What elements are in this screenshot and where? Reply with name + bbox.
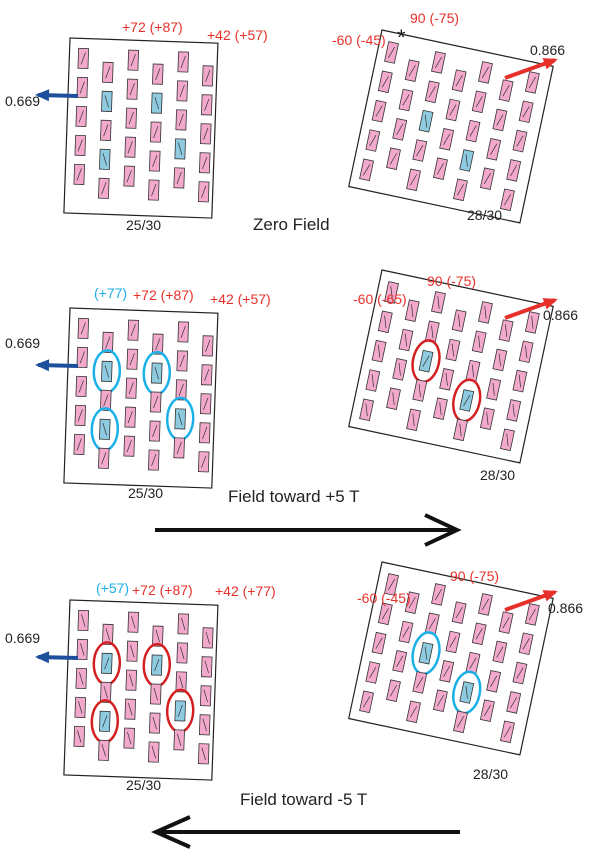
left-label: +72 (+87) [132,582,193,598]
highlight-label: (+57) [96,580,129,596]
caption: Field toward +5 T [228,487,360,506]
field-arrow [155,515,457,545]
fraction: 28/30 [480,467,515,483]
fraction: 28/30 [467,207,502,223]
right-label: 90 (-75) [410,10,459,26]
figure: +72 (+87) +42 (+57) 0.669 25/30 -60 (-45… [0,0,598,850]
left-label: +42 (+77) [215,583,276,599]
right-label: 90 (-75) [450,568,499,584]
fraction: 28/30 [473,766,508,782]
lattice [64,600,218,780]
moment: 0.669 [5,93,40,109]
arrow-head [35,651,49,663]
caption: Field toward -5 T [240,790,367,809]
moment: 0.866 [543,307,578,323]
right-label: -60 (-65) [353,291,407,307]
left-label: +72 (+87) [122,19,183,35]
left-label: +42 (+57) [210,291,271,307]
lattices [35,30,558,780]
highlight-label: (+77) [94,285,127,301]
fraction: 25/30 [128,485,163,501]
fraction: 25/30 [126,217,161,233]
caption: Zero Field [253,215,330,234]
moment: 0.669 [5,335,40,351]
fraction: 25/30 [126,777,161,793]
moment: 0.866 [548,600,583,616]
lattice-frame [349,30,553,223]
left-label: +42 (+57) [207,27,268,43]
moment: 0.669 [5,630,40,646]
left-label: +72 (+87) [133,287,194,303]
lattice [349,30,553,223]
right-label: -60 (-45) [332,32,386,48]
lattice [64,308,218,488]
right-label: -60 (-45) [357,590,411,606]
right-label: 90 (-75) [427,273,476,289]
marker: * [397,25,406,50]
moment: 0.866 [530,42,565,58]
arrow-head [35,359,49,371]
arrow-head [543,58,558,69]
moment-arrow [35,359,78,371]
field-arrow [156,817,460,847]
lattice [64,38,218,218]
moment-arrow [35,651,78,663]
moment-arrow [35,89,78,101]
